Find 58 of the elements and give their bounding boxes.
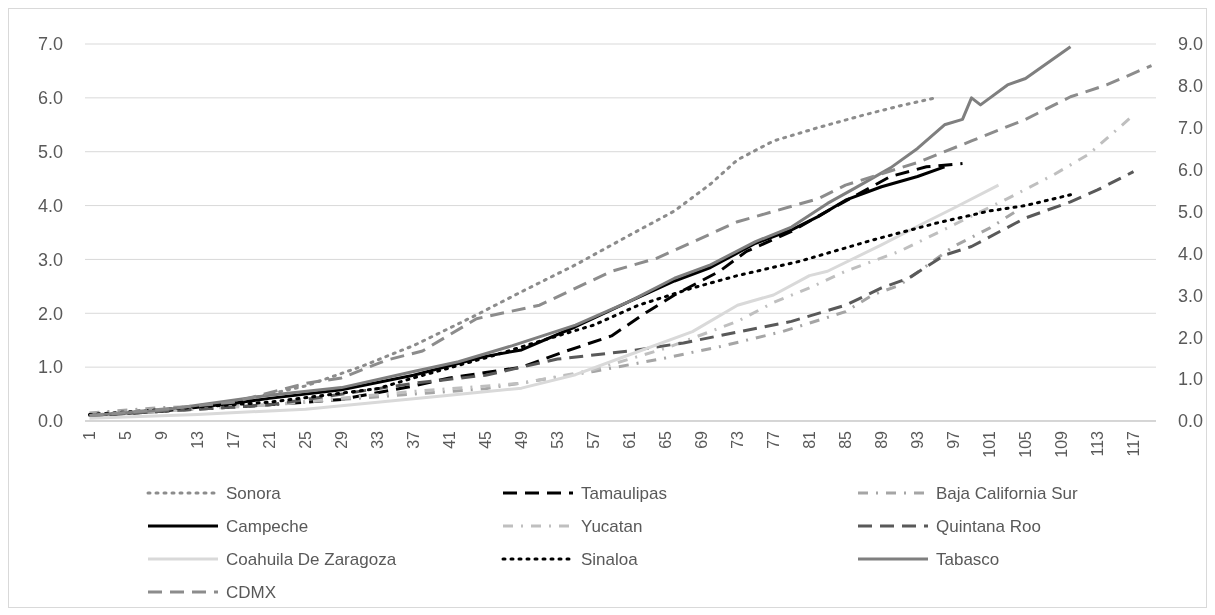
y-tick-label: 6.0 (37, 88, 63, 109)
x-tick-label: 85 (837, 430, 855, 449)
x-tick-label: 89 (873, 430, 891, 449)
x-tick-label: 49 (513, 430, 531, 449)
x-tick-label: 117 (1125, 430, 1143, 457)
x-tick-label: 93 (909, 430, 927, 449)
x-tick-label: 45 (477, 430, 495, 449)
y2-tick-label: 4.0 (1178, 243, 1204, 264)
y2-tick-label: 3.0 (1178, 285, 1204, 306)
y2-tick-label: 1.0 (1178, 369, 1204, 390)
y-tick-label: 0.0 (37, 411, 63, 432)
legend-label: Coahuila De Zaragoza (226, 549, 397, 569)
y2-tick-label: 0.0 (1178, 411, 1204, 432)
x-tick-label: 57 (585, 430, 603, 449)
x-tick-label: 109 (1053, 430, 1071, 458)
y2-tick-label: 2.0 (1178, 327, 1204, 348)
x-tick-label: 53 (549, 430, 567, 449)
y2-tick-label: 5.0 (1178, 201, 1204, 222)
x-tick-label: 9 (153, 430, 171, 440)
y-tick-label: 3.0 (37, 249, 63, 270)
y2-tick-label: 7.0 (1178, 118, 1204, 139)
legend-label: Campeche (226, 516, 309, 536)
x-tick-label: 73 (729, 430, 747, 449)
x-tick-label: 77 (765, 430, 783, 449)
y-tick-label: 5.0 (37, 142, 63, 163)
legend-label: Sonora (226, 483, 282, 503)
y2-tick-label: 9.0 (1178, 34, 1204, 55)
legend-label: Sinaloa (581, 549, 639, 569)
y-tick-label: 2.0 (37, 303, 63, 324)
x-tick-label: 1 (81, 430, 99, 440)
y-tick-label: 4.0 (37, 195, 63, 216)
x-tick-label: 33 (369, 430, 387, 449)
x-tick-label: 105 (1017, 430, 1035, 458)
legend-label: Quintana Roo (936, 516, 1041, 536)
x-tick-label: 97 (945, 430, 963, 449)
y2-tick-label: 6.0 (1178, 159, 1204, 180)
y-tick-label: 1.0 (37, 357, 63, 378)
x-tick-label: 61 (621, 430, 639, 449)
x-tick-label: 101 (981, 430, 999, 458)
x-tick-label: 113 (1089, 430, 1107, 457)
legend-label: Tabasco (936, 549, 1000, 569)
x-tick-label: 69 (693, 430, 711, 449)
x-tick-label: 81 (801, 430, 819, 449)
x-tick-label: 25 (297, 430, 315, 449)
x-tick-label: 21 (261, 430, 279, 449)
x-tick-label: 41 (441, 430, 459, 449)
x-tick-label: 13 (189, 430, 207, 449)
y-tick-label: 7.0 (37, 34, 63, 55)
x-tick-label: 5 (117, 430, 135, 440)
x-tick-label: 37 (405, 430, 423, 449)
x-tick-label: 17 (225, 430, 243, 449)
x-tick-label: 29 (333, 430, 351, 449)
legend-label: Tamaulipas (581, 483, 667, 503)
legend-label: Yucatan (581, 516, 643, 536)
legend-label: CDMX (226, 582, 277, 602)
legend-label: Baja California Sur (936, 483, 1079, 503)
y2-tick-label: 8.0 (1178, 76, 1204, 97)
x-tick-label: 65 (657, 430, 675, 449)
